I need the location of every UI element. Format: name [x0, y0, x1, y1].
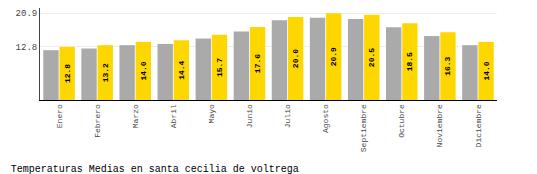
svg-text:12.8: 12.8 — [16, 43, 38, 53]
svg-text:Temperaturas Medias en santa c: Temperaturas Medias en santa cecilia de … — [11, 164, 299, 174]
svg-text:Mayo: Mayo — [207, 104, 216, 123]
svg-text:Septiembre: Septiembre — [359, 104, 368, 152]
svg-text:15.7: 15.7 — [215, 58, 224, 77]
svg-text:14.0: 14.0 — [482, 61, 491, 80]
svg-text:13.2: 13.2 — [101, 63, 110, 82]
svg-text:Febrero: Febrero — [93, 104, 102, 138]
svg-text:Octubre: Octubre — [397, 104, 406, 138]
svg-text:Enero: Enero — [55, 104, 64, 128]
svg-text:Marzo: Marzo — [131, 104, 140, 128]
svg-text:17.6: 17.6 — [253, 54, 262, 73]
svg-text:Julio: Julio — [283, 104, 292, 128]
svg-text:20.5: 20.5 — [367, 48, 376, 67]
svg-text:Junio: Junio — [245, 104, 254, 128]
svg-text:14.4: 14.4 — [177, 60, 186, 79]
svg-text:16.3: 16.3 — [443, 56, 452, 75]
svg-text:Noviembre: Noviembre — [435, 104, 444, 147]
svg-text:Abril: Abril — [169, 104, 178, 128]
svg-text:14.0: 14.0 — [139, 61, 148, 80]
svg-text:18.5: 18.5 — [405, 52, 414, 71]
svg-text:20.0: 20.0 — [291, 49, 300, 68]
svg-text:20.9: 20.9 — [16, 9, 38, 19]
svg-text:20.9: 20.9 — [329, 47, 338, 66]
svg-text:Agosto: Agosto — [321, 104, 330, 133]
svg-text:12.8: 12.8 — [63, 64, 72, 83]
svg-text:Diciembre: Diciembre — [474, 104, 483, 147]
